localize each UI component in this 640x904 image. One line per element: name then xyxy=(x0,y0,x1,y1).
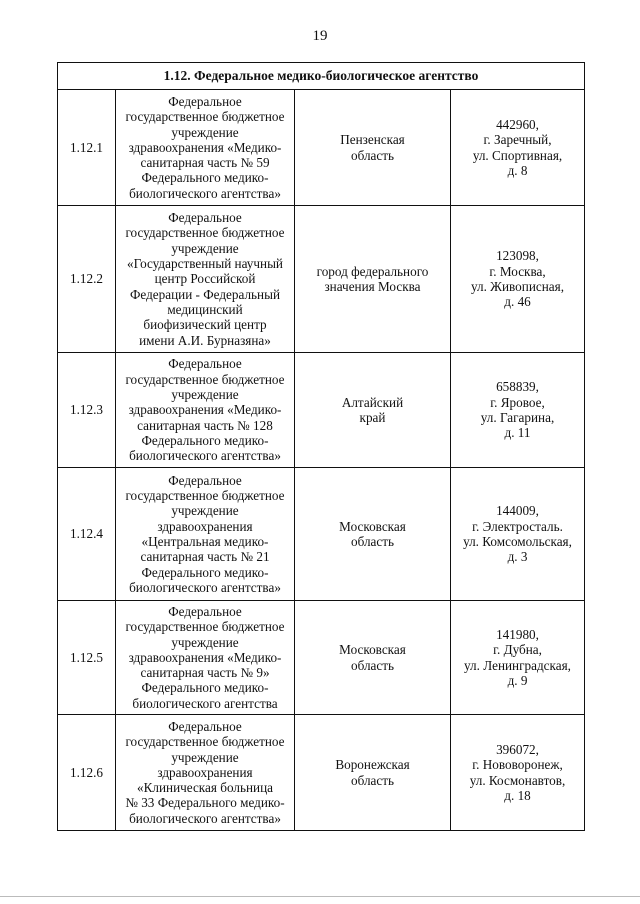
cell-num: 1.12.1 xyxy=(57,89,116,206)
cell-region: Воронежская область xyxy=(294,714,451,831)
cell-address: 123098, г. Москва, ул. Живописная, д. 46 xyxy=(449,205,586,353)
cell-address: 396072, г. Нововоронеж, ул. Космонавтов,… xyxy=(449,714,586,831)
cell-address: 141980, г. Дубна, ул. Ленинградская, д. … xyxy=(449,600,586,715)
table-row: 1.12.5 Федеральное государственное бюджет… xyxy=(57,600,586,715)
cell-num: 1.12.2 xyxy=(57,205,116,353)
table-row: 1.12.3 Федеральное государственное бюджет… xyxy=(57,352,586,468)
table-row: 1.12.6 Федеральное государственное бюджет… xyxy=(57,714,586,831)
page-number: 19 xyxy=(312,28,328,44)
cell-name: Федеральное государственное бюджетное уч… xyxy=(115,89,295,206)
table-row: 1.12.2 Федеральное государственное бюджет… xyxy=(57,205,586,353)
cell-address: 144009, г. Электросталь. ул. Комсомольск… xyxy=(449,467,586,601)
cell-num: 1.12.5 xyxy=(57,600,116,715)
cell-address: 442960, г. Заречный, ул. Спортивная, д. … xyxy=(449,89,586,206)
cell-region: Московская область xyxy=(294,600,451,715)
cell-region: Московская область xyxy=(294,467,451,601)
cell-name: Федеральное государственное бюджетное уч… xyxy=(115,467,295,601)
table-row: 1.12.4 Федеральное государственное бюджет… xyxy=(57,467,586,601)
cell-name: Федеральное государственное бюджетное уч… xyxy=(115,600,295,715)
cell-num: 1.12.6 xyxy=(57,714,116,831)
cell-num: 1.12.4 xyxy=(57,467,116,601)
cell-num: 1.12.3 xyxy=(57,352,116,468)
cell-region: Пензенская область xyxy=(294,89,451,206)
cell-name: Федеральное государственное бюджетное уч… xyxy=(115,714,295,831)
section-title: 1.12. Федеральное медико-биологическое а… xyxy=(56,62,586,90)
cell-address: 658839, г. Яровое, ул. Гагарина, д. 11 xyxy=(449,352,586,468)
institutions-table: 1.12. Федеральное медико-биологическое а… xyxy=(56,62,586,831)
cell-name: Федеральное государственное бюджетное уч… xyxy=(115,205,295,353)
table-row: 1.12.1 Федеральное государственное бюджет… xyxy=(57,89,586,206)
cell-region: Алтайский край xyxy=(294,352,451,468)
section-header-row: 1.12. Федеральное медико-биологическое а… xyxy=(56,62,586,90)
page-bottom-line xyxy=(0,896,640,897)
cell-region: город федерального значения Москва xyxy=(294,205,451,353)
cell-name: Федеральное государственное бюджетное уч… xyxy=(115,352,295,468)
